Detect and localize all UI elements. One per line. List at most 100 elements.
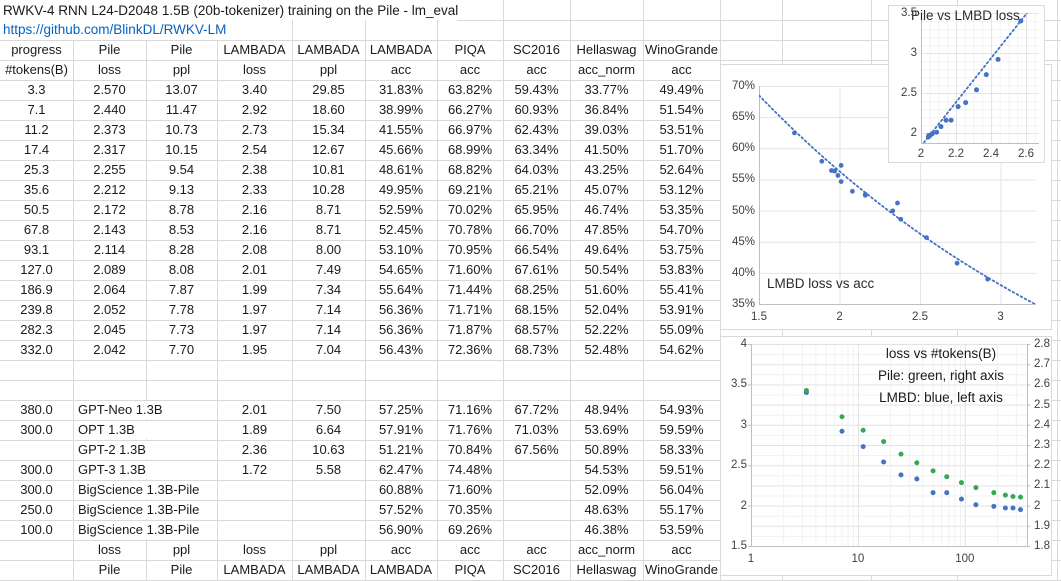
table-cell[interactable]: 2.54 xyxy=(241,142,268,157)
table-cell[interactable]: 71.44% xyxy=(447,282,493,297)
model-name-cell[interactable]: OPT 1.3B xyxy=(74,421,216,439)
table-cell[interactable]: 1.72 xyxy=(241,462,268,477)
table-cell[interactable]: 58.33% xyxy=(659,442,704,457)
table-cell[interactable]: 5.58 xyxy=(315,462,342,477)
table-cell[interactable]: 10.63 xyxy=(312,442,345,457)
table-cell[interactable]: 55.09% xyxy=(659,322,704,337)
table-cell[interactable]: 53.69% xyxy=(584,422,629,437)
table-cell[interactable]: 11.2 xyxy=(24,122,49,137)
column-subheader[interactable]: #tokens(B) xyxy=(5,62,68,77)
table-cell[interactable]: 10.81 xyxy=(312,162,345,177)
table-cell[interactable]: 59.59% xyxy=(659,422,704,437)
table-cell[interactable]: 70.95% xyxy=(447,242,493,257)
table-cell[interactable]: 74.48% xyxy=(447,462,493,477)
chart-loss-vs-tokens[interactable]: loss vs #tokens(B) Pile: green, right ax… xyxy=(720,336,1052,576)
footer-header[interactable]: LAMBADA xyxy=(297,562,360,577)
table-cell[interactable]: 51.21% xyxy=(378,442,424,457)
table-cell[interactable]: 56.36% xyxy=(378,322,424,337)
footer-subheader[interactable]: loss xyxy=(242,542,267,557)
table-cell[interactable]: 68.73% xyxy=(514,342,559,357)
table-cell[interactable]: 1.97 xyxy=(241,302,268,317)
footer-subheader[interactable]: ppl xyxy=(172,542,191,557)
column-header[interactable]: SC2016 xyxy=(513,42,560,57)
table-cell[interactable]: 56.04% xyxy=(659,482,704,497)
table-cell[interactable]: 68.25% xyxy=(514,282,559,297)
footer-subheader[interactable]: acc xyxy=(671,542,692,557)
table-cell[interactable]: 2.317 xyxy=(93,142,126,157)
table-cell[interactable]: 2.114 xyxy=(93,242,126,257)
table-cell[interactable]: 7.87 xyxy=(168,282,195,297)
table-cell[interactable]: 45.07% xyxy=(584,182,629,197)
table-cell[interactable]: 38.99% xyxy=(378,102,424,117)
table-cell[interactable]: 380.0 xyxy=(20,402,53,417)
table-cell[interactable]: 52.59% xyxy=(378,202,424,217)
table-cell[interactable]: 59.43% xyxy=(514,82,559,97)
table-cell[interactable]: 7.50 xyxy=(315,402,342,417)
table-cell[interactable]: 70.78% xyxy=(447,222,493,237)
table-cell[interactable]: 66.27% xyxy=(447,102,493,117)
table-cell[interactable]: 2.33 xyxy=(241,182,268,197)
table-cell[interactable]: 100.0 xyxy=(20,522,53,537)
table-cell[interactable]: 250.0 xyxy=(20,502,53,517)
column-subheader[interactable]: loss xyxy=(97,62,122,77)
table-cell[interactable]: 17.4 xyxy=(23,142,50,157)
column-subheader[interactable]: acc xyxy=(671,62,692,77)
table-cell[interactable]: 65.95% xyxy=(514,202,559,217)
table-cell[interactable]: 48.61% xyxy=(378,162,424,177)
table-cell[interactable]: 55.41% xyxy=(659,282,704,297)
table-cell[interactable]: 239.8 xyxy=(20,302,53,317)
table-cell[interactable]: 53.75% xyxy=(659,242,704,257)
footer-header[interactable]: PIQA xyxy=(454,562,486,577)
chart-pile-vs-lmbd-loss[interactable]: Pile vs LMBD loss 3.5 3 2.5 2 2 2.2 2.4 2.6 xyxy=(888,5,1045,163)
table-cell[interactable]: 66.70% xyxy=(514,222,559,237)
table-cell[interactable]: 1.99 xyxy=(241,282,268,297)
table-cell[interactable]: 300.0 xyxy=(20,462,53,477)
table-cell[interactable]: 62.43% xyxy=(514,122,559,137)
table-cell[interactable]: 2.01 xyxy=(241,402,268,417)
table-cell[interactable]: 2.255 xyxy=(93,162,126,177)
table-cell[interactable]: 2.440 xyxy=(93,102,126,117)
table-cell[interactable]: 1.89 xyxy=(241,422,268,437)
table-cell[interactable]: 70.84% xyxy=(447,442,493,457)
table-cell[interactable]: 25.3 xyxy=(23,162,50,177)
table-cell[interactable]: 67.8 xyxy=(23,222,50,237)
table-cell[interactable]: 12.67 xyxy=(312,142,345,157)
table-cell[interactable]: 50.89% xyxy=(584,442,629,457)
column-header[interactable]: Pile xyxy=(98,42,121,57)
table-cell[interactable]: 33.77% xyxy=(584,82,629,97)
table-cell[interactable]: 48.63% xyxy=(584,502,629,517)
column-header[interactable]: LAMBADA xyxy=(297,42,360,57)
table-cell[interactable]: 9.54 xyxy=(168,162,195,177)
footer-header[interactable]: Pile xyxy=(170,562,193,577)
table-cell[interactable]: 54.65% xyxy=(378,262,424,277)
table-cell[interactable]: 9.13 xyxy=(168,182,195,197)
table-cell[interactable]: 51.60% xyxy=(584,282,629,297)
table-cell[interactable]: 8.53 xyxy=(168,222,195,237)
table-cell[interactable]: 56.36% xyxy=(378,302,424,317)
footer-header[interactable]: LAMBADA xyxy=(369,562,433,577)
table-cell[interactable]: 68.82% xyxy=(447,162,493,177)
table-cell[interactable]: 53.10% xyxy=(378,242,424,257)
table-cell[interactable]: 68.99% xyxy=(447,142,493,157)
table-cell[interactable]: 2.570 xyxy=(93,82,126,97)
table-cell[interactable]: 45.66% xyxy=(378,142,424,157)
table-cell[interactable]: 7.14 xyxy=(315,302,342,317)
table-cell[interactable]: 7.49 xyxy=(315,262,342,277)
table-cell[interactable]: 56.43% xyxy=(378,342,424,357)
table-cell[interactable]: 300.0 xyxy=(20,422,53,437)
table-cell[interactable]: 7.70 xyxy=(168,342,195,357)
footer-header[interactable]: WinoGrande xyxy=(645,562,718,577)
footer-subheader[interactable]: acc xyxy=(390,542,412,557)
table-cell[interactable]: 54.53% xyxy=(584,462,629,477)
table-cell[interactable]: 63.82% xyxy=(447,82,493,97)
model-name-cell[interactable]: BigScience 1.3B-Pile xyxy=(74,521,216,539)
table-cell[interactable]: 3.40 xyxy=(241,82,268,97)
column-header[interactable]: LAMBADA xyxy=(223,42,286,57)
footer-subheader[interactable]: ppl xyxy=(319,542,338,557)
table-cell[interactable]: 70.02% xyxy=(447,202,493,217)
table-cell[interactable]: 54.93% xyxy=(659,402,704,417)
footer-subheader[interactable]: loss xyxy=(97,542,122,557)
table-cell[interactable]: 57.52% xyxy=(378,502,424,517)
column-subheader[interactable]: acc xyxy=(390,62,412,77)
table-cell[interactable]: 66.54% xyxy=(514,242,559,257)
